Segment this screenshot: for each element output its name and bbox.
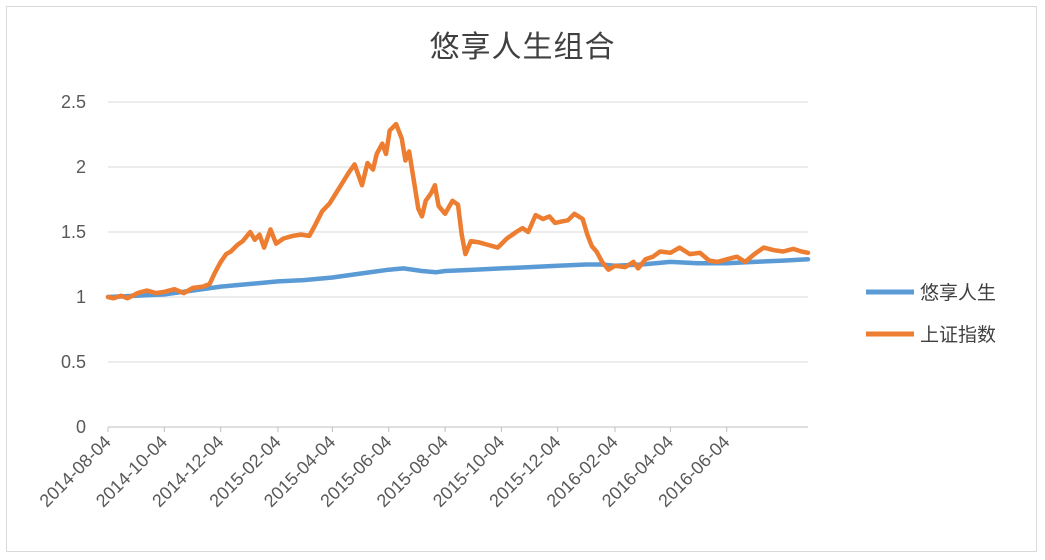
series-lines (105, 121, 811, 301)
gridlines (108, 101, 808, 428)
series-line-1 (105, 257, 811, 300)
y-tick-label: 0 (76, 417, 86, 437)
y-tick-label: 2 (76, 157, 86, 177)
y-axis-ticks: 0 0.5 1 1.5 2 2.5 (61, 92, 86, 437)
y-tick-label: 2.5 (61, 92, 86, 112)
legend-label: 悠享人生 (920, 282, 996, 304)
y-tick-label: 1.5 (61, 222, 86, 242)
chart-title: 悠享人生组合 (429, 30, 616, 65)
y-tick-label: 0.5 (61, 352, 86, 372)
chart-frame (6, 6, 1037, 552)
x-axis-ticks: 2014-08-042014-10-042014-12-042015-02-04… (36, 427, 734, 511)
y-tick-label: 1 (76, 287, 86, 307)
series-line-2 (105, 121, 811, 301)
legend-label: 上证指数 (920, 324, 996, 346)
